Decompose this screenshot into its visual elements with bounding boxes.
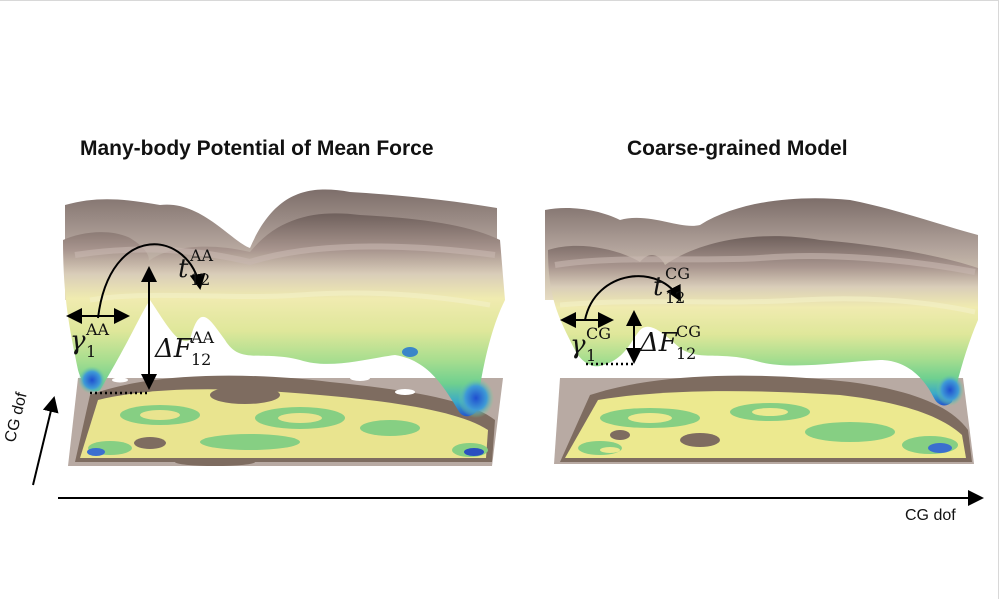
left-delta-f-label: ΔF AA 12: [155, 328, 215, 369]
right-gamma-label: γ CG 1: [570, 324, 612, 365]
right-panel-landscape: [545, 198, 978, 464]
right-panel-title: Coarse-grained Model: [627, 137, 848, 160]
right-time-label: t CG 12: [653, 264, 691, 307]
right-annotation-arrows: [560, 275, 681, 366]
left-gamma-label: γ AA 1: [70, 320, 110, 361]
left-transition-arrow: [97, 243, 206, 319]
left-surface: [63, 213, 505, 417]
x-axis-label: CG dof: [905, 507, 956, 524]
top-border: [0, 0, 999, 1]
left-panel-title: Many-body Potential of Mean Force: [80, 137, 434, 160]
left-panel-landscape: [63, 189, 505, 466]
left-time-label: t AA 12: [178, 246, 214, 289]
left-annotation-arrows: [66, 243, 206, 395]
right-delta-f-label: ΔF CG 12: [640, 322, 702, 363]
right-transition-arrow: [584, 275, 681, 321]
y-axis-arrow: [32, 396, 59, 486]
